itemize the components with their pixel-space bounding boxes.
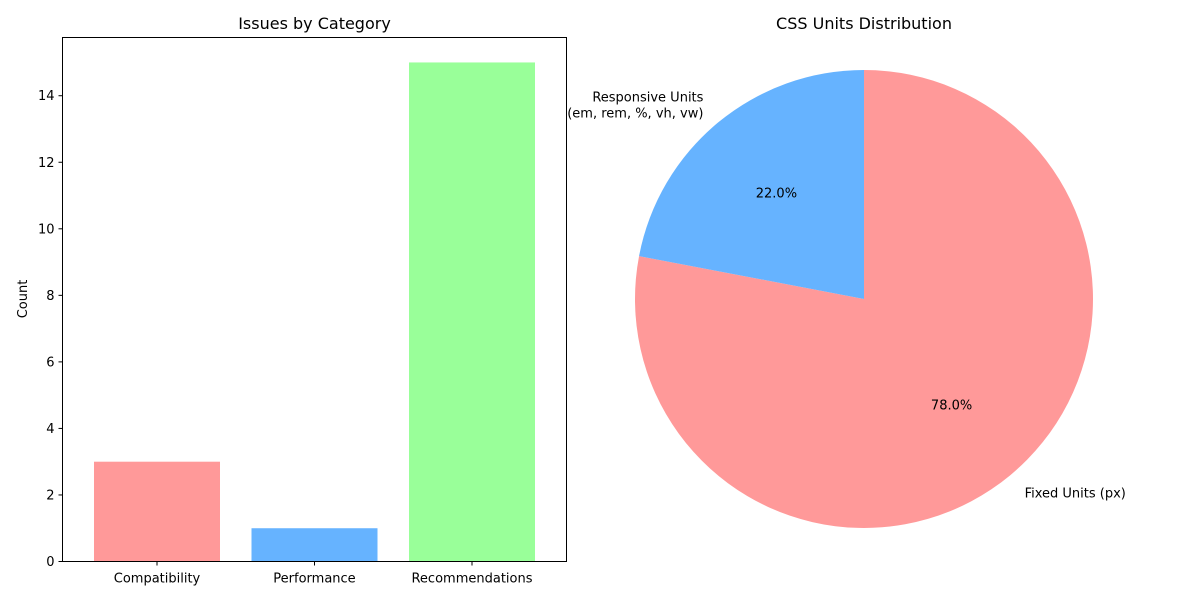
bar-marks — [94, 62, 535, 562]
pie-slice-fixed-units — [635, 70, 1094, 528]
y-tick-label: 10 — [38, 222, 55, 237]
y-tick-label: 14 — [38, 89, 55, 104]
pie-pct-label: 22.0% — [756, 187, 797, 202]
y-tick-label: 0 — [46, 555, 54, 570]
x-tick-label: Performance — [273, 572, 355, 587]
x-tick-label: Compatibility — [114, 572, 201, 587]
bar-chart-title: Issues by Category — [238, 14, 391, 33]
y-tick-label: 2 — [46, 488, 54, 503]
y-tick-label: 6 — [46, 355, 54, 370]
pie-slices — [635, 70, 1094, 528]
pie-labels: 78.0% Fixed Units (px) 22.0% Responsive Uni… — [567, 90, 1126, 501]
y-tick-label: 4 — [46, 422, 54, 437]
bar-chart: Issues by Category Count 0 2 4 6 8 10 12 14 Com… — [16, 14, 567, 587]
y-tick-label: 8 — [46, 289, 54, 304]
x-tick-label: Recommendations — [411, 572, 532, 587]
pie-chart-title: CSS Units Distribution — [776, 14, 952, 33]
bar-chart-frame — [62, 37, 567, 562]
pie-category-label: Fixed Units (px) — [1025, 487, 1126, 502]
bar-compatibility — [94, 461, 220, 562]
bar-performance — [251, 528, 378, 562]
bar-y-ticks: 0 2 4 6 8 10 12 14 — [38, 89, 63, 570]
pie-category-label: Responsive Units (em, rem, %, vh, vw) — [567, 90, 703, 121]
pie-chart: CSS Units Distribution 78.0% Fixed Units … — [567, 14, 1126, 528]
bar-chart-y-axis-label: Count — [16, 280, 31, 319]
bar-recommendations — [409, 62, 535, 562]
pie-slice-responsive-units — [639, 70, 864, 299]
pie-pct-label: 78.0% — [931, 398, 972, 413]
y-tick-label: 12 — [38, 156, 55, 171]
bar-x-ticks: Compatibility Performance Recommendations — [114, 561, 533, 587]
